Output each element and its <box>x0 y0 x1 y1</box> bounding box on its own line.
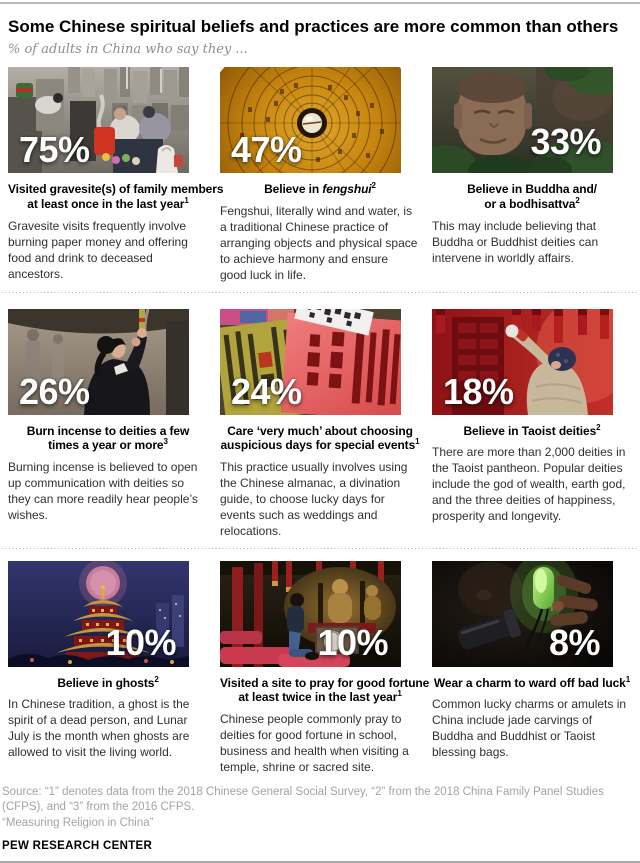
footnote-marker: 2 <box>371 181 376 191</box>
card-photo: 10% <box>220 560 401 667</box>
incense-burning-photo <box>8 308 189 415</box>
report-title: “Measuring Religion in China” <box>2 816 154 829</box>
stat-value: 8% <box>548 621 601 663</box>
footnote-marker: 1 <box>397 689 402 699</box>
card-photo: 24% <box>220 308 401 415</box>
card-photo: 47% <box>220 67 401 174</box>
card-buddha: 33% Believe in Buddha and/ or a bodhisat… <box>432 67 632 283</box>
card-description: This practice usually involves using the… <box>220 460 408 538</box>
top-rule <box>0 2 640 4</box>
card-description: There are more than 2,000 deities in the… <box>432 445 626 524</box>
stat-value: 26% <box>19 370 90 412</box>
card-description: This may include believing that Buddha o… <box>432 218 599 265</box>
jade-charm-photo <box>432 560 613 667</box>
card-taoist: 18% Believe in Taoist deities2 There are… <box>432 308 632 540</box>
footnote-marker: 2 <box>596 422 601 432</box>
page-subtitle: % of adults in China who say they ... <box>8 42 248 58</box>
stat-value: 33% <box>530 121 601 163</box>
card-heading: Believe in fengshui2 <box>264 181 376 197</box>
card-ghosts: 10% Believe in ghosts2 In Chinese tradit… <box>8 560 208 776</box>
footnote-marker: 2 <box>154 674 159 684</box>
card-photo: 26% <box>8 308 189 415</box>
ghost-tower-photo <box>8 560 189 667</box>
card-almanac: 24% Care ‘very much’ about choosing ausp… <box>220 308 420 540</box>
stat-value: 18% <box>443 370 514 412</box>
header: Some Chinese spiritual beliefs and pract… <box>0 17 640 57</box>
cards-row-3: 10% Believe in ghosts2 In Chinese tradit… <box>0 560 640 776</box>
footnote-marker: 1 <box>184 196 189 206</box>
card-description: Chinese people commonly pray to deities … <box>220 712 409 774</box>
buddha-statue-photo <box>432 67 613 174</box>
card-charm: 8% Wear a charm to ward off bad luck1 Co… <box>432 560 632 776</box>
stat-value: 75% <box>19 129 90 171</box>
source-note: Source: “1” denotes data from the 2018 C… <box>2 785 604 814</box>
footnote-marker: 1 <box>625 674 631 684</box>
footnote-marker: 1 <box>415 437 420 447</box>
stat-value: 24% <box>231 370 302 412</box>
cards-row-1: 75% Visited gravesite(s) of family membe… <box>0 67 640 283</box>
card-heading: Believe in Buddha and/ or a bodhisattva2 <box>467 182 597 212</box>
page-title: Some Chinese spiritual beliefs and pract… <box>8 17 619 36</box>
card-pray-site: 10% Visited a site to pray for good fort… <box>220 560 430 776</box>
cards-row-2: 26% Burn incense to deities a few times … <box>0 308 640 540</box>
footnote-marker: 3 <box>163 437 168 447</box>
stat-value: 10% <box>317 621 388 663</box>
card-heading: Visited gravesite(s) of family members a… <box>8 182 224 212</box>
card-heading: Believe in Taoist deities2 <box>463 422 601 438</box>
card-photo: 18% <box>432 308 613 415</box>
card-heading: Wear a charm to ward off bad luck1 <box>433 674 631 690</box>
gravesite-photo <box>8 67 189 174</box>
footer: Source: “1” denotes data from the 2018 C… <box>0 785 640 853</box>
card-fengshui: 47% Believe in fengshui2 Fengshui, liter… <box>220 67 420 283</box>
card-description: Gravesite visits frequently involve burn… <box>8 218 188 281</box>
taoist-temple-photo <box>432 308 613 415</box>
card-description: Fengshui, literally wind and water, is a… <box>220 204 418 282</box>
card-incense: 26% Burn incense to deities a few times … <box>8 308 208 540</box>
card-description: In Chinese tradition, a ghost is the spi… <box>8 697 190 760</box>
stat-value: 47% <box>231 129 302 171</box>
temple-prayer-photo <box>220 560 401 667</box>
card-description: Burning incense is believed to open up c… <box>8 460 198 522</box>
card-photo: 10% <box>8 560 189 667</box>
card-heading: Care ‘very much’ about choosing auspicio… <box>220 423 420 453</box>
card-photo: 33% <box>432 67 613 174</box>
card-heading: Burn incense to deities a few times a ye… <box>26 423 190 453</box>
fengshui-compass-photo <box>220 67 401 174</box>
pew-research-center-brand: PEW RESEARCH CENTER <box>2 840 153 853</box>
card-photo: 8% <box>432 560 613 667</box>
footnote-marker: 2 <box>575 196 580 206</box>
chinese-almanac-photo <box>220 308 401 415</box>
card-photo: 75% <box>8 67 189 174</box>
dotted-divider <box>2 291 638 293</box>
dotted-divider <box>2 547 638 549</box>
card-description: Common lucky charms or amulets in China … <box>432 697 627 760</box>
card-heading: Believe in ghosts2 <box>57 674 159 690</box>
stat-value: 10% <box>105 621 176 663</box>
card-heading: Visited a site to pray for good fortune … <box>220 675 430 705</box>
card-gravesite: 75% Visited gravesite(s) of family membe… <box>8 67 224 283</box>
